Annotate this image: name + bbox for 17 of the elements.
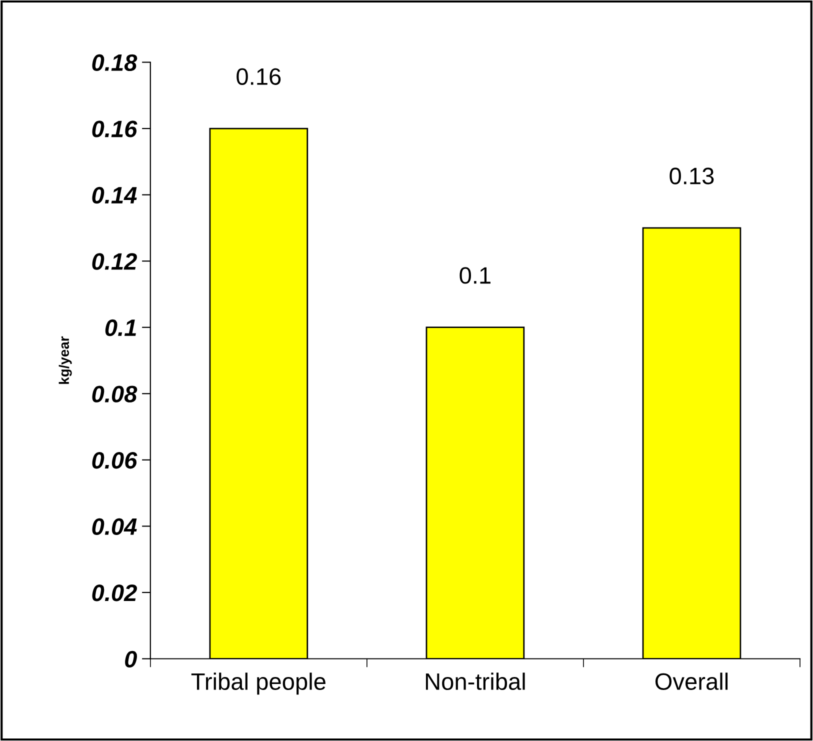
y-tick-label: 0.18 <box>92 54 138 72</box>
x-tick-label: Non-tribal <box>426 672 525 690</box>
y-tick-label: 0 <box>125 650 137 668</box>
y-tick-label: 0.08 <box>92 386 138 402</box>
data-label: 0.16 <box>236 68 281 85</box>
y-tick-label: 0.06 <box>92 452 138 469</box>
x-tick-label: Overall <box>655 672 728 690</box>
y-tick-label: 0.16 <box>92 120 138 138</box>
y-tick-label: 0.02 <box>92 584 137 602</box>
y-tick-label: 0.1 <box>105 319 136 336</box>
data-label: 0.13 <box>670 168 714 184</box>
y-tick-label: 0.14 <box>92 186 137 204</box>
x-tick-label: Tribal people <box>191 672 326 695</box>
data-label: 0.1 <box>460 267 490 284</box>
y-axis-title: kg/year <box>58 336 72 384</box>
y-tick-label: 0.12 <box>92 253 137 270</box>
y-tick-label: 0.04 <box>92 518 137 535</box>
